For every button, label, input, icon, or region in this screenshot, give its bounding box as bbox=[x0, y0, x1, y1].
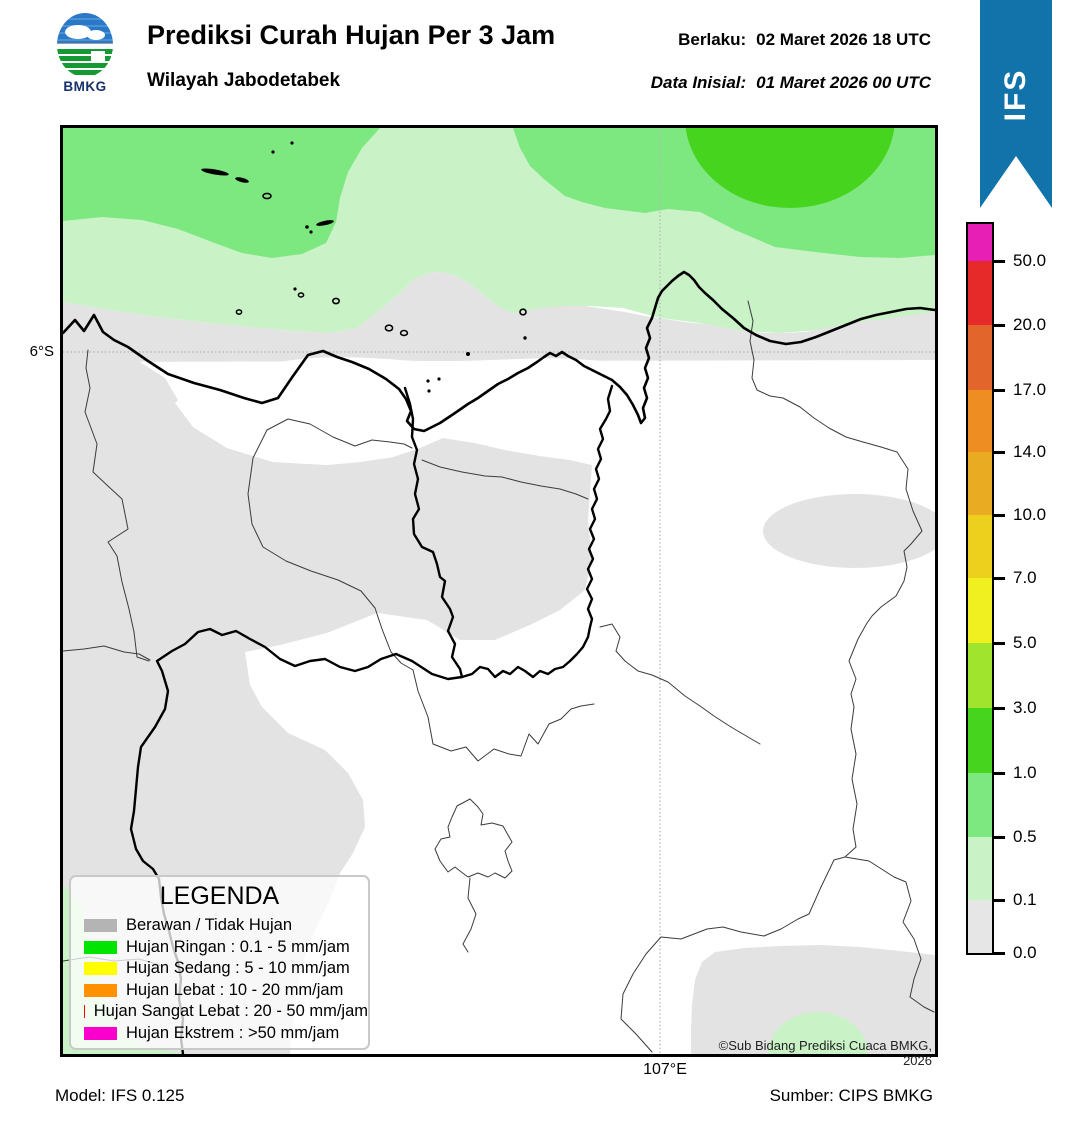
legend-swatch bbox=[84, 983, 117, 997]
islands bbox=[201, 141, 527, 393]
colorbar-segment bbox=[968, 390, 992, 452]
valid-time-value: 02 Maret 2026 18 UTC bbox=[756, 30, 931, 49]
colorbar-segment bbox=[968, 224, 992, 261]
model-ribbon-text: IFS bbox=[999, 68, 1032, 122]
colorbar-segment bbox=[968, 325, 992, 390]
colorbar-segment bbox=[968, 773, 992, 837]
colorbar-tick bbox=[994, 514, 1005, 517]
colorbar-tick bbox=[994, 324, 1005, 327]
cloudy-area-sea bbox=[63, 272, 935, 362]
colorbar-tick-label: 50.0 bbox=[1013, 251, 1047, 270]
colorbar-tick-label: 17.0 bbox=[1013, 380, 1047, 399]
colorbar-scale bbox=[966, 222, 994, 955]
legend-title: LEGENDA bbox=[159, 882, 280, 910]
coastline bbox=[63, 270, 935, 433]
colorbar-tick-label: 10.0 bbox=[1013, 505, 1047, 524]
legend-label: Berawan / Tidak Hujan bbox=[126, 916, 293, 935]
colorbar-tick bbox=[994, 707, 1005, 710]
rain-area-green-blob bbox=[685, 128, 895, 208]
colorbar-segment bbox=[968, 643, 992, 708]
bmkg-logo-text: BMKG bbox=[63, 79, 107, 94]
colorbar: 50.0 20.0 17.0 14.0 10.0 7.0 5.0 3.0 1.0 0.5 0.1 0.… bbox=[966, 222, 1072, 962]
page-subtitle: Wilayah Jabodetabek bbox=[147, 70, 341, 91]
legend-label: Hujan Ringan : 0.1 - 5 mm/jam bbox=[126, 937, 350, 956]
legend-label: Hujan Lebat : 10 - 20 mm/jam bbox=[126, 980, 344, 999]
colorbar-tick-label: 0.5 bbox=[1013, 827, 1037, 846]
legend-swatch bbox=[84, 1026, 117, 1040]
legend-swatch bbox=[84, 919, 117, 933]
colorbar-tick bbox=[994, 899, 1005, 902]
page-title: Prediksi Curah Hujan Per 3 Jam bbox=[147, 20, 556, 50]
admin-boundaries bbox=[63, 300, 935, 1053]
colorbar-segment bbox=[968, 515, 992, 578]
jakarta-boundary bbox=[403, 384, 614, 679]
latitude-label: 6°S bbox=[29, 343, 54, 360]
cloudy-area-southeast bbox=[691, 945, 935, 1054]
legend-item-extreme-rain: Hujan Ekstrem : >50 mm/jam bbox=[71, 1023, 368, 1045]
copyright-text: ©Sub Bidang Prediksi Cuaca BMKG, 2026 bbox=[718, 1038, 932, 1068]
colorbar-tick bbox=[994, 260, 1005, 263]
colorbar-segment bbox=[968, 452, 992, 515]
colorbar-tick bbox=[994, 389, 1005, 392]
legend-label: Hujan Ekstrem : >50 mm/jam bbox=[126, 1023, 340, 1042]
init-time-label: Data Inisial: bbox=[650, 73, 747, 92]
legend-item-cloudy: Berawan / Tidak Hujan bbox=[71, 915, 368, 937]
legend-item-light-rain: Hujan Ringan : 0.1 - 5 mm/jam bbox=[71, 937, 368, 959]
rain-area-pale-southeast bbox=[768, 1012, 868, 1054]
legend-item-heavy-rain: Hujan Lebat : 10 - 20 mm/jam bbox=[71, 980, 368, 1002]
bmkg-logo: BMKG bbox=[55, 13, 115, 94]
colorbar-tick bbox=[994, 772, 1005, 775]
legend-item-moderate-rain: Hujan Sedang : 5 - 10 mm/jam bbox=[71, 958, 368, 980]
colorbar-segment bbox=[968, 837, 992, 900]
colorbar-segment bbox=[968, 261, 992, 325]
colorbar-tick-label: 14.0 bbox=[1013, 442, 1047, 461]
colorbar-tick-label: 5.0 bbox=[1013, 633, 1037, 652]
colorbar-segment bbox=[968, 578, 992, 643]
model-info: Model: IFS 0.125 bbox=[55, 1086, 185, 1105]
init-time-value: 01 Maret 2026 00 UTC bbox=[756, 73, 931, 92]
colorbar-tick bbox=[994, 451, 1005, 454]
colorbar-segment bbox=[968, 900, 992, 953]
legend-swatch bbox=[84, 1005, 85, 1019]
legend-swatch bbox=[84, 962, 117, 976]
legend-item-very-heavy-rain: Hujan Sangat Lebat : 20 - 50 mm/jam bbox=[71, 1001, 368, 1023]
source-info: Sumber: CIPS BMKG bbox=[769, 1086, 933, 1105]
legend-label: Hujan Sedang : 5 - 10 mm/jam bbox=[126, 959, 350, 978]
legend-box: LEGENDA Berawan / Tidak Hujan Hujan Ring… bbox=[69, 875, 370, 1050]
legend-label: Hujan Sangat Lebat : 20 - 50 mm/jam bbox=[93, 1002, 368, 1021]
longitude-label: 107°E bbox=[643, 1061, 687, 1078]
colorbar-tick bbox=[994, 836, 1005, 839]
legend-swatch bbox=[84, 940, 117, 954]
colorbar-tick-label: 0.1 bbox=[1013, 890, 1037, 909]
colorbar-tick-label: 3.0 bbox=[1013, 698, 1037, 717]
colorbar-tick bbox=[994, 642, 1005, 645]
colorbar-tick-label: 7.0 bbox=[1013, 568, 1037, 587]
valid-time-label: Berlaku: bbox=[678, 30, 747, 49]
rain-area-light-left bbox=[63, 128, 380, 258]
colorbar-tick-label: 1.0 bbox=[1013, 763, 1037, 782]
bmkg-logo-icon bbox=[57, 13, 113, 77]
colorbar-tick bbox=[994, 952, 1005, 955]
cloudy-area-east bbox=[763, 494, 935, 568]
colorbar-tick-label: 20.0 bbox=[1013, 315, 1047, 334]
colorbar-tick-label: 0.0 bbox=[1013, 943, 1037, 962]
valid-time: Berlaku: 02 Maret 2026 18 UTC bbox=[678, 30, 931, 50]
colorbar-segment bbox=[968, 708, 992, 773]
model-ribbon: IFS bbox=[980, 0, 1052, 208]
colorbar-tick bbox=[994, 577, 1005, 580]
init-time: Data Inisial: 01 Maret 2026 00 UTC bbox=[651, 73, 931, 93]
